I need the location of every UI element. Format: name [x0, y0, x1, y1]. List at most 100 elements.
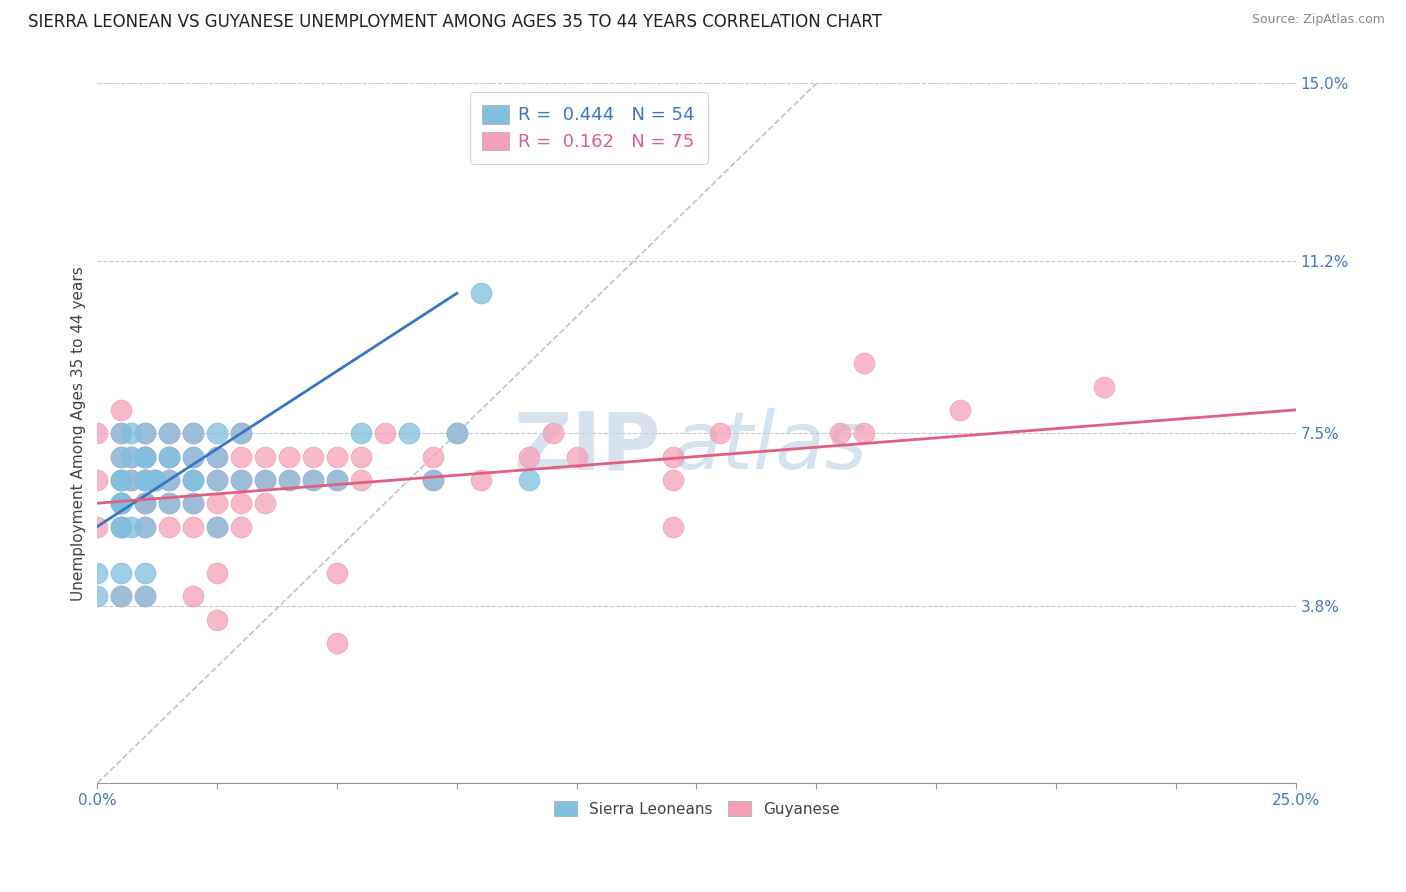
Y-axis label: Unemployment Among Ages 35 to 44 years: Unemployment Among Ages 35 to 44 years: [72, 266, 86, 600]
Point: [134, 450, 156, 464]
Point: [157, 426, 180, 441]
Point: [181, 496, 204, 510]
Point: [110, 496, 132, 510]
Point: [205, 496, 228, 510]
Point: [205, 519, 228, 533]
Point: [517, 450, 540, 464]
Point: [134, 519, 156, 533]
Point: [254, 496, 277, 510]
Point: [326, 473, 349, 487]
Point: [110, 519, 132, 533]
Point: [205, 426, 228, 441]
Point: [231, 473, 253, 487]
Legend: Sierra Leoneans, Guyanese: Sierra Leoneans, Guyanese: [546, 793, 846, 824]
Point: [205, 566, 228, 581]
Point: [120, 519, 142, 533]
Point: [157, 473, 180, 487]
Point: [949, 403, 972, 417]
Point: [134, 450, 156, 464]
Point: [134, 496, 156, 510]
Point: [120, 473, 142, 487]
Point: [86, 519, 108, 533]
Point: [661, 519, 683, 533]
Point: [205, 450, 228, 464]
Text: SIERRA LEONEAN VS GUYANESE UNEMPLOYMENT AMONG AGES 35 TO 44 YEARS CORRELATION CH: SIERRA LEONEAN VS GUYANESE UNEMPLOYMENT …: [28, 13, 882, 31]
Point: [398, 426, 420, 441]
Point: [326, 473, 349, 487]
Point: [110, 566, 132, 581]
Point: [278, 450, 301, 464]
Point: [134, 473, 156, 487]
Point: [181, 426, 204, 441]
Point: [110, 426, 132, 441]
Point: [143, 473, 166, 487]
Point: [110, 496, 132, 510]
Point: [302, 450, 325, 464]
Point: [157, 450, 180, 464]
Point: [205, 473, 228, 487]
Point: [231, 496, 253, 510]
Text: atlas: atlas: [672, 409, 868, 486]
Point: [86, 566, 108, 581]
Point: [661, 473, 683, 487]
Point: [157, 450, 180, 464]
Point: [231, 519, 253, 533]
Point: [110, 450, 132, 464]
Point: [302, 473, 325, 487]
Point: [181, 590, 204, 604]
Point: [110, 519, 132, 533]
Point: [120, 450, 142, 464]
Point: [853, 356, 876, 370]
Point: [181, 473, 204, 487]
Point: [661, 450, 683, 464]
Point: [157, 426, 180, 441]
Point: [110, 473, 132, 487]
Point: [205, 473, 228, 487]
Point: [134, 473, 156, 487]
Point: [110, 519, 132, 533]
Point: [110, 519, 132, 533]
Point: [517, 473, 540, 487]
Point: [86, 426, 108, 441]
Point: [120, 450, 142, 464]
Point: [470, 286, 492, 301]
Point: [231, 473, 253, 487]
Point: [134, 426, 156, 441]
Point: [422, 450, 444, 464]
Point: [134, 566, 156, 581]
Point: [86, 473, 108, 487]
Point: [110, 590, 132, 604]
Point: [326, 450, 349, 464]
Point: [830, 426, 852, 441]
Point: [326, 636, 349, 650]
Point: [86, 590, 108, 604]
Point: [181, 496, 204, 510]
Point: [541, 426, 564, 441]
Point: [157, 450, 180, 464]
Point: [110, 496, 132, 510]
Point: [110, 450, 132, 464]
Point: [143, 473, 166, 487]
Point: [446, 426, 468, 441]
Text: Source: ZipAtlas.com: Source: ZipAtlas.com: [1251, 13, 1385, 27]
Point: [1092, 379, 1115, 393]
Point: [326, 566, 349, 581]
Point: [853, 426, 876, 441]
Point: [157, 496, 180, 510]
Point: [470, 473, 492, 487]
Point: [134, 426, 156, 441]
Point: [205, 519, 228, 533]
Point: [350, 473, 373, 487]
Point: [110, 473, 132, 487]
Point: [422, 473, 444, 487]
Point: [205, 450, 228, 464]
Point: [350, 426, 373, 441]
Point: [134, 496, 156, 510]
Point: [231, 450, 253, 464]
Point: [254, 473, 277, 487]
Point: [110, 590, 132, 604]
Point: [157, 519, 180, 533]
Point: [278, 473, 301, 487]
Point: [134, 590, 156, 604]
Point: [350, 450, 373, 464]
